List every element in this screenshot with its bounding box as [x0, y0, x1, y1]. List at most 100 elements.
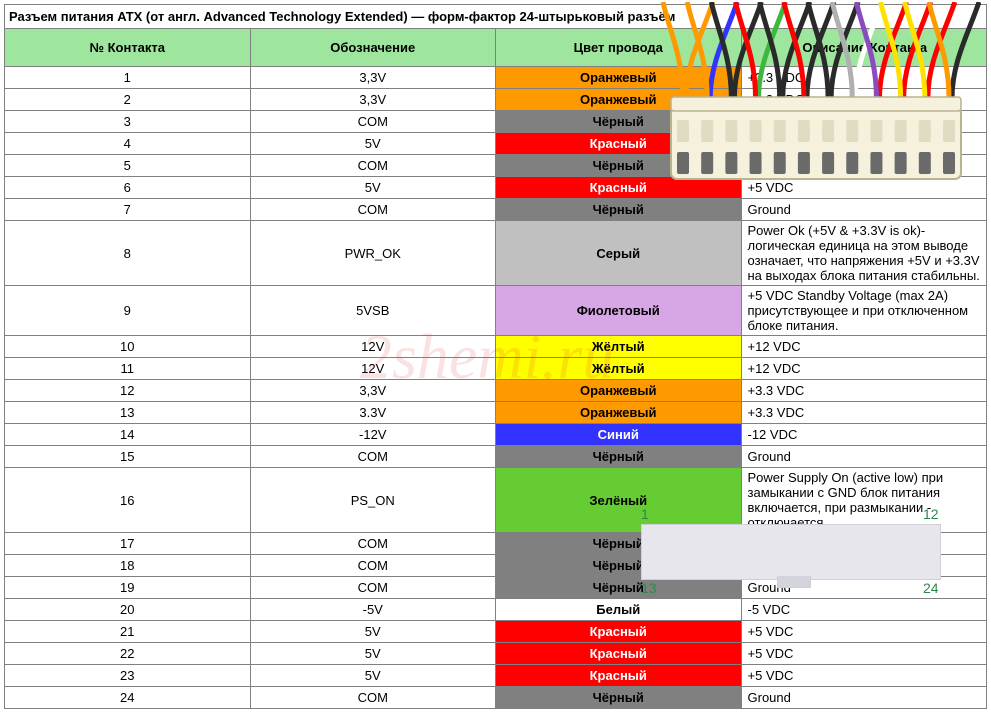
- table-row: 225VКрасный+5 VDC: [5, 643, 987, 665]
- cell-pin: 13: [5, 402, 251, 424]
- cell-wire-color: Красный: [496, 177, 742, 199]
- table-row: 20-5VБелый-5 VDC: [5, 599, 987, 621]
- table-row: 123,3VОранжевый+3.3 VDC: [5, 380, 987, 402]
- cell-pin: 7: [5, 199, 251, 221]
- cell-pin: 21: [5, 621, 251, 643]
- cell-description: +5 VDC: [741, 665, 987, 687]
- atx-pinout-table: Разъем питания ATX (от англ. Advanced Te…: [4, 4, 987, 709]
- cell-designation: COM: [250, 555, 496, 577]
- cell-wire-color: Чёрный: [496, 155, 742, 177]
- cell-designation: -12V: [250, 424, 496, 446]
- cell-description: +5 VDC: [741, 133, 987, 155]
- cell-pin: 19: [5, 577, 251, 599]
- table-row: 45VКрасный+5 VDC: [5, 133, 987, 155]
- cell-description: +5 VDC: [741, 621, 987, 643]
- cell-wire-color: Жёлтый: [496, 358, 742, 380]
- cell-wire-color: Оранжевый: [496, 380, 742, 402]
- cell-pin: 17: [5, 533, 251, 555]
- cell-pin: 22: [5, 643, 251, 665]
- cell-description: +5 VDC Standby Voltage (max 2A) присутст…: [741, 286, 987, 336]
- table-row: 1112VЖёлтый+12 VDC: [5, 358, 987, 380]
- cell-designation: 3,3V: [250, 67, 496, 89]
- cell-description: Ground: [741, 199, 987, 221]
- cell-wire-color: Красный: [496, 643, 742, 665]
- cell-description: +12 VDC: [741, 358, 987, 380]
- table-row: 7COMЧёрныйGround: [5, 199, 987, 221]
- table-row: 15COMЧёрныйGround: [5, 446, 987, 468]
- cell-wire-color: Оранжевый: [496, 67, 742, 89]
- cell-wire-color: Синий: [496, 424, 742, 446]
- cell-pin: 2: [5, 89, 251, 111]
- table-row: 13,3VОранжевый+3.3 VDC: [5, 67, 987, 89]
- cell-designation: COM: [250, 446, 496, 468]
- cell-designation: 3.3V: [250, 402, 496, 424]
- cell-description: Ground: [741, 111, 987, 133]
- cell-pin: 11: [5, 358, 251, 380]
- cell-wire-color: Красный: [496, 665, 742, 687]
- cell-description: +3.3 VDC: [741, 67, 987, 89]
- cell-designation: 5V: [250, 643, 496, 665]
- table-row: 23,3VОранжевый+3.3 VDC: [5, 89, 987, 111]
- cell-wire-color: Чёрный: [496, 199, 742, 221]
- table-row: 19COMЧёрныйGround: [5, 577, 987, 599]
- cell-wire-color: Оранжевый: [496, 402, 742, 424]
- table-body: 13,3VОранжевый+3.3 VDC23,3VОранжевый+3.3…: [5, 67, 987, 709]
- cell-pin: 12: [5, 380, 251, 402]
- cell-designation: 3,3V: [250, 380, 496, 402]
- cell-description: Ground: [741, 446, 987, 468]
- cell-designation: PWR_OK: [250, 221, 496, 286]
- cell-wire-color: Чёрный: [496, 555, 742, 577]
- cell-designation: PS_ON: [250, 468, 496, 533]
- table-row: 8PWR_OKСерыйPower Ok (+5V & +3.3V is ok)…: [5, 221, 987, 286]
- cell-pin: 20: [5, 599, 251, 621]
- cell-designation: 12V: [250, 358, 496, 380]
- cell-designation: 12V: [250, 336, 496, 358]
- cell-wire-color: Зелёный: [496, 468, 742, 533]
- cell-pin: 14: [5, 424, 251, 446]
- cell-designation: COM: [250, 533, 496, 555]
- cell-pin: 18: [5, 555, 251, 577]
- cell-designation: 5V: [250, 621, 496, 643]
- cell-pin: 5: [5, 155, 251, 177]
- cell-description: Ground: [741, 533, 987, 555]
- cell-designation: COM: [250, 577, 496, 599]
- cell-wire-color: Белый: [496, 599, 742, 621]
- cell-designation: 5V: [250, 133, 496, 155]
- cell-wire-color: Чёрный: [496, 687, 742, 709]
- table-row: 16PS_ONЗелёныйPower Supply On (active lo…: [5, 468, 987, 533]
- cell-description: Power Supply On (active low) при замыкан…: [741, 468, 987, 533]
- cell-wire-color: Серый: [496, 221, 742, 286]
- table-row: 18COMЧёрныйGround: [5, 555, 987, 577]
- cell-wire-color: Чёрный: [496, 111, 742, 133]
- table-row: 235VКрасный+5 VDC: [5, 665, 987, 687]
- table-row: 5COMЧёрныйGround: [5, 155, 987, 177]
- cell-designation: COM: [250, 111, 496, 133]
- cell-description: Ground: [741, 155, 987, 177]
- table-row: 1012VЖёлтый+12 VDC: [5, 336, 987, 358]
- cell-description: +3.3 VDC: [741, 89, 987, 111]
- table-row: 65VКрасный+5 VDC: [5, 177, 987, 199]
- cell-wire-color: Чёрный: [496, 533, 742, 555]
- table-row: 133.3VОранжевый+3.3 VDC: [5, 402, 987, 424]
- cell-description: +12 VDC: [741, 336, 987, 358]
- table-row: 24COMЧёрныйGround: [5, 687, 987, 709]
- cell-description: Ground: [741, 687, 987, 709]
- cell-pin: 8: [5, 221, 251, 286]
- cell-pin: 3: [5, 111, 251, 133]
- cell-wire-color: Красный: [496, 133, 742, 155]
- cell-pin: 16: [5, 468, 251, 533]
- cell-pin: 15: [5, 446, 251, 468]
- cell-pin: 9: [5, 286, 251, 336]
- cell-pin: 1: [5, 67, 251, 89]
- cell-designation: 5V: [250, 665, 496, 687]
- cell-description: +3.3 VDC: [741, 402, 987, 424]
- table-row: 14-12VСиний-12 VDC: [5, 424, 987, 446]
- cell-designation: COM: [250, 199, 496, 221]
- cell-wire-color: Чёрный: [496, 446, 742, 468]
- cell-description: -12 VDC: [741, 424, 987, 446]
- cell-wire-color: Красный: [496, 621, 742, 643]
- cell-description: Power Ok (+5V & +3.3V is ok)- логическая…: [741, 221, 987, 286]
- table-row: 17COMЧёрныйGround: [5, 533, 987, 555]
- header-desig: Обозначение: [250, 29, 496, 67]
- cell-pin: 23: [5, 665, 251, 687]
